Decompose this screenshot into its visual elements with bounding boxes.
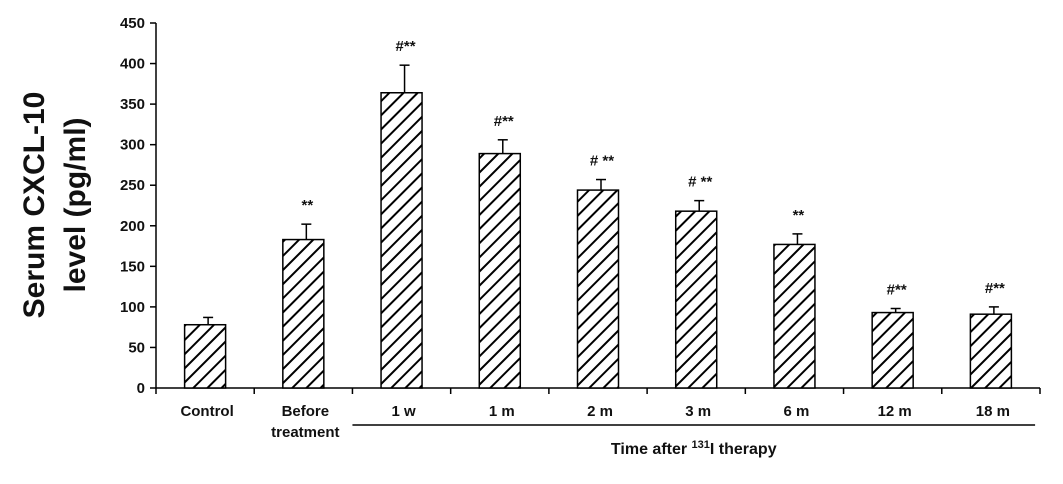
y-tick-label: 250 — [120, 177, 145, 194]
error-bars — [203, 64, 999, 325]
significance-label: # ** — [688, 174, 712, 191]
bar — [380, 92, 423, 389]
y-axis-title: Serum CXCL-10 level (pg/ml) — [18, 92, 92, 319]
y-tick-label: 50 — [128, 339, 145, 356]
y-tick-label: 400 — [120, 56, 145, 73]
category-label: 2 m — [587, 403, 613, 420]
significance-labels: ** #** #** # ** # ** ** #** #** — [301, 38, 1005, 298]
significance-label: #** — [396, 38, 416, 55]
bars — [183, 92, 1013, 389]
bar — [969, 313, 1013, 389]
category-label: 6 m — [784, 403, 810, 420]
y-axis-title-line-2: level (pg/ml) — [59, 117, 92, 292]
category-label: Before — [282, 403, 330, 420]
y-tick-label: 200 — [120, 218, 145, 235]
group-label-prefix: Time after — [611, 441, 692, 458]
time-group-label: Time after 131I therapy — [611, 439, 777, 458]
y-axis-title-line-1: Serum CXCL-10 — [18, 92, 51, 319]
y-tick-label: 450 — [120, 15, 145, 32]
bar — [773, 243, 816, 389]
significance-label: #** — [887, 282, 907, 299]
bar — [674, 210, 718, 389]
significance-label: # ** — [590, 153, 614, 170]
category-label: 18 m — [976, 403, 1010, 420]
y-tick-label: 0 — [137, 380, 145, 397]
y-tick-label: 350 — [120, 96, 145, 113]
category-label: 3 m — [685, 403, 711, 420]
bar — [576, 189, 620, 389]
category-label: Control — [180, 403, 233, 420]
significance-label: #** — [494, 113, 514, 130]
y-ticks: 0 50 100 150 200 250 300 350 400 450 — [120, 15, 156, 397]
group-label-superscript: 131 — [692, 439, 710, 451]
category-label: 12 m — [878, 403, 912, 420]
y-tick-label: 300 — [120, 137, 145, 154]
category-label: 1 w — [391, 403, 416, 420]
bar — [478, 152, 522, 389]
y-tick-label: 150 — [120, 258, 145, 275]
significance-label: ** — [793, 207, 805, 224]
category-labels: Control Before treatment 1 w 1 m 2 m 3 m 6 m 12 … — [180, 403, 1010, 441]
time-group-annotation: Time after 131I therapy — [352, 424, 1036, 458]
bar — [871, 311, 914, 389]
bar — [282, 238, 325, 389]
group-label-suffix: I therapy — [710, 441, 777, 458]
bar — [183, 323, 227, 389]
significance-label: #** — [985, 280, 1005, 297]
category-label: treatment — [271, 424, 339, 441]
y-tick-label: 100 — [120, 299, 145, 316]
significance-label: ** — [301, 197, 313, 214]
category-label: 1 m — [489, 403, 515, 420]
